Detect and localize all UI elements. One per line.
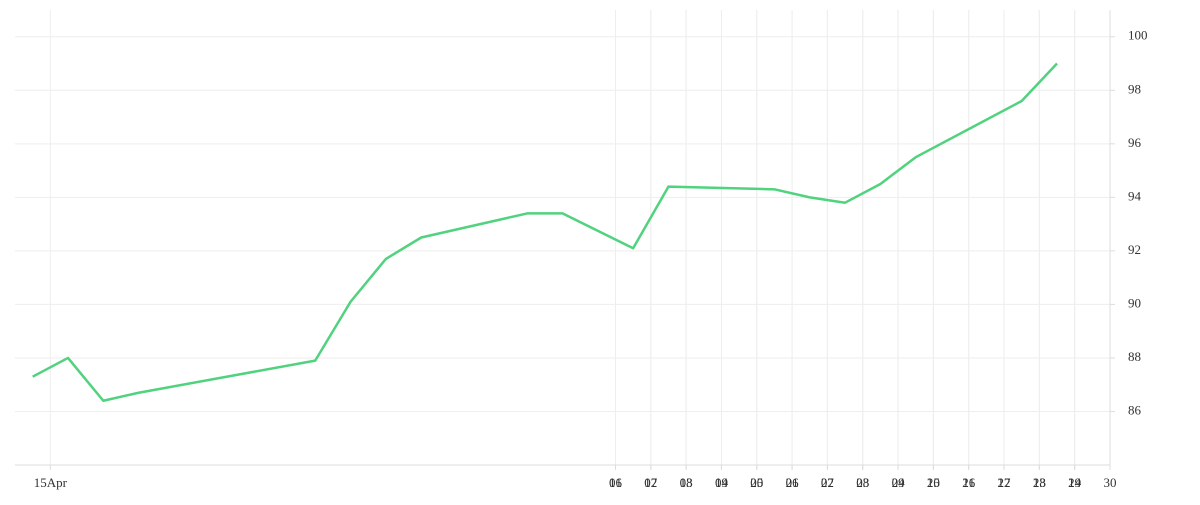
- x-tick-label: 29: [1068, 475, 1081, 490]
- x-tick-label: 30: [1104, 475, 1117, 490]
- y-tick-label: 96: [1128, 135, 1142, 150]
- x-tick-label: 15Apr: [34, 475, 68, 490]
- x-tick-label: 24: [892, 475, 906, 490]
- y-tick-label: 88: [1128, 349, 1141, 364]
- x-tick-label: 19: [715, 475, 728, 490]
- x-tick-label: 16: [609, 475, 623, 490]
- x-tick-label: 07: [821, 475, 835, 490]
- x-tick-label: 27: [998, 475, 1012, 490]
- x-tick-label: 26: [962, 475, 976, 490]
- x-tick-label: 02: [644, 475, 657, 490]
- x-tick-label: 23: [856, 475, 869, 490]
- x-tick-label: 08: [856, 475, 869, 490]
- x-tick-label: 10: [927, 475, 940, 490]
- x-tick-label: 13: [1033, 475, 1046, 490]
- x-tick-label: 22: [821, 475, 834, 490]
- x-tick-label: 04: [715, 475, 729, 490]
- x-tick-label: 05: [750, 475, 763, 490]
- x-tick-label: 09: [892, 475, 905, 490]
- x-tick-label: 11: [962, 475, 975, 490]
- y-tick-label: 86: [1128, 402, 1142, 417]
- x-tick-label: 14: [1068, 475, 1082, 490]
- x-tick-label: 12: [998, 475, 1011, 490]
- x-tick-label: 03: [680, 475, 693, 490]
- x-tick-label: 20: [750, 475, 763, 490]
- y-tick-label: 90: [1128, 295, 1141, 310]
- y-tick-label: 100: [1128, 28, 1148, 43]
- x-tick-label: 18: [680, 475, 693, 490]
- y-tick-label: 92: [1128, 242, 1141, 257]
- x-tick-label: 28: [1033, 475, 1046, 490]
- x-tick-label: 01: [609, 475, 622, 490]
- line: [32, 62, 1058, 403]
- x-tick-label: 06: [786, 475, 800, 490]
- x-tick-label: 21: [786, 475, 799, 490]
- y-tick-label: 98: [1128, 81, 1141, 96]
- y-tick-label: 94: [1128, 188, 1142, 203]
- x-tick-label: 25: [927, 475, 940, 490]
- x-tick-label: 17: [644, 475, 658, 490]
